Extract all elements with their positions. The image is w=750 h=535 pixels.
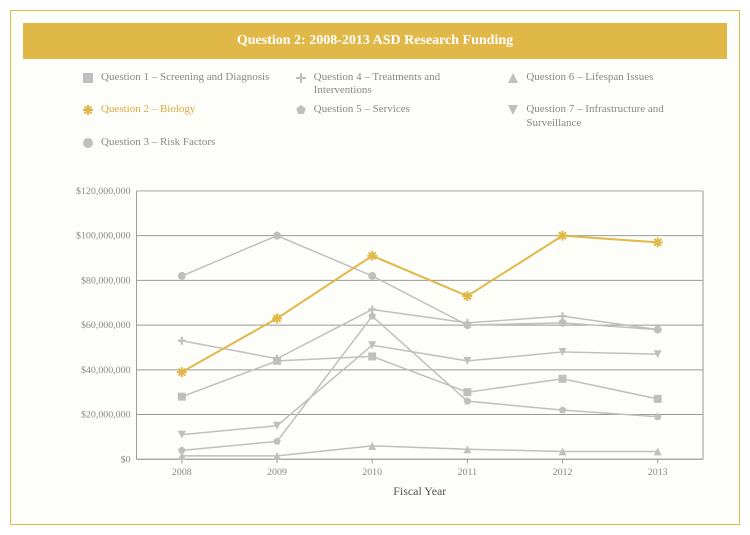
svg-text:2009: 2009 [267,467,287,478]
circle-icon [81,136,95,150]
svg-text:$60,000,000: $60,000,000 [81,320,131,331]
svg-text:2013: 2013 [648,467,668,478]
chart-title: Question 2: 2008-2013 ASD Research Fundi… [237,33,513,49]
pentagon-icon [294,103,308,117]
legend-item: Question 1 – Screening and Diagnosis [81,71,284,97]
svg-text:2012: 2012 [553,467,573,478]
svg-text:Fiscal Year: Fiscal Year [393,484,446,498]
legend-label: Question 1 – Screening and Diagnosis [101,71,284,84]
legend-label: Question 2 – Biology [101,103,284,116]
svg-text:2011: 2011 [458,467,478,478]
legend-label: Question 7 – Infrastructure and Surveill… [526,103,709,129]
plus-icon [294,71,308,85]
svg-text:2010: 2010 [362,467,382,478]
legend-label: Question 3 – Risk Factors [101,136,284,149]
svg-text:$0: $0 [121,454,131,465]
asterisk-icon [81,103,95,117]
chart-area: $0 $20,000,000 $40,000,000 $60,000,000 $80,0… [51,181,719,504]
legend-item: Question 5 – Services [294,103,497,129]
legend-item: Question 6 – Lifespan Issues [506,71,709,97]
legend-item: Question 2 – Biology [81,103,284,129]
chart-frame: Question 2: 2008-2013 ASD Research Fundi… [10,10,740,525]
chart-title-bar: Question 2: 2008-2013 ASD Research Fundi… [23,23,727,59]
svg-text:$40,000,000: $40,000,000 [81,365,131,376]
legend-label: Question 4 – Treatments and Intervention… [314,71,497,97]
chart-svg: $0 $20,000,000 $40,000,000 $60,000,000 $80,0… [51,181,719,504]
legend-item: Question 3 – Risk Factors [81,136,284,150]
square-icon [81,71,95,85]
svg-text:$120,000,000: $120,000,000 [76,186,131,197]
legend-item: Question 4 – Treatments and Intervention… [294,71,497,97]
triangle-down-icon [506,103,520,117]
svg-text:2008: 2008 [172,467,192,478]
svg-text:$100,000,000: $100,000,000 [76,231,131,242]
svg-text:$20,000,000: $20,000,000 [81,410,131,421]
legend: Question 1 – Screening and Diagnosis Ques… [81,71,709,150]
legend-item: Question 7 – Infrastructure and Surveill… [506,103,709,129]
legend-label: Question 6 – Lifespan Issues [526,71,709,84]
triangle-up-icon [506,71,520,85]
svg-text:$80,000,000: $80,000,000 [81,275,131,286]
legend-label: Question 5 – Services [314,103,497,116]
